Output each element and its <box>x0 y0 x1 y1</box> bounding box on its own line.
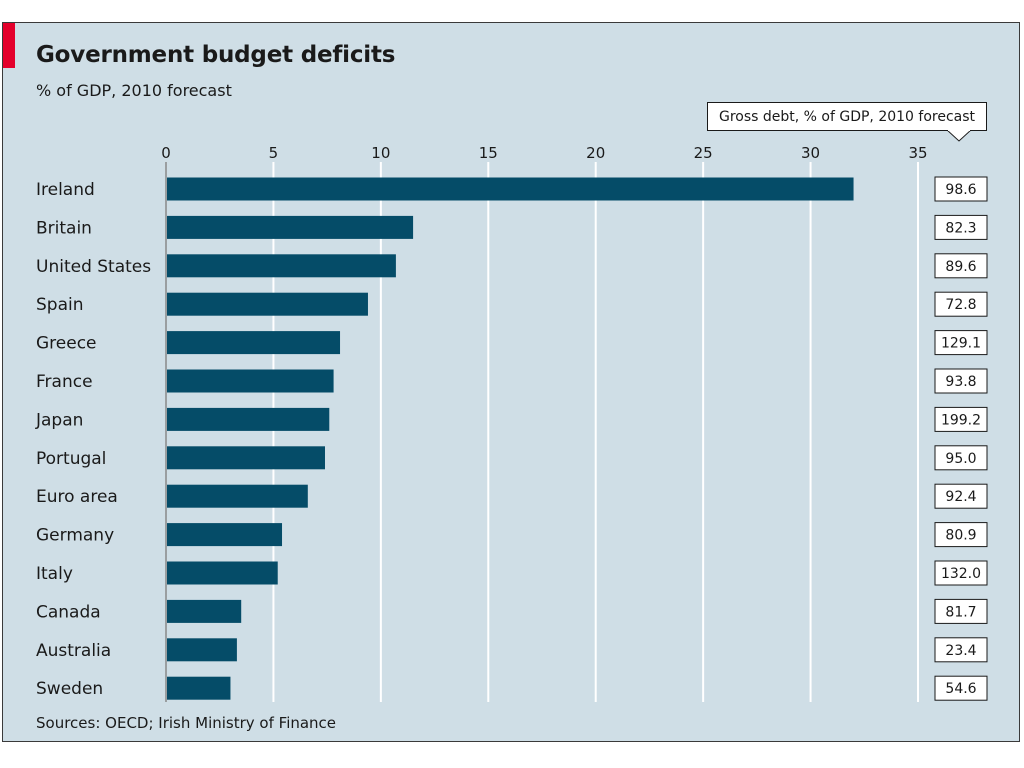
category-label: Ireland <box>36 180 95 200</box>
x-tick-label: 15 <box>479 144 498 162</box>
gross-debt-value: 98.6 <box>945 182 976 198</box>
gross-debt-value: 23.4 <box>945 643 976 659</box>
gross-debt-value: 132.0 <box>941 566 981 582</box>
x-tick-label: 25 <box>694 144 713 162</box>
category-label: United States <box>36 257 151 277</box>
gross-debt-value: 199.2 <box>941 412 981 428</box>
source-note: Sources: OECD; Irish Ministry of Finance <box>36 714 337 732</box>
category-label: Portugal <box>36 449 106 469</box>
bar-euro-area <box>167 484 308 508</box>
bar-japan <box>167 407 330 431</box>
gross-debt-value: 129.1 <box>941 336 981 352</box>
gross-debt-box <box>934 675 988 701</box>
gross-debt-box <box>934 445 988 471</box>
bar-britain <box>167 215 414 239</box>
gross-debt-box <box>934 560 988 586</box>
gross-debt-box <box>934 406 988 432</box>
gross-debt-value: 81.7 <box>945 604 976 620</box>
debt-header-pointer <box>947 130 971 142</box>
bar-portugal <box>167 446 325 470</box>
gross-debt-value: 72.8 <box>945 297 976 313</box>
gross-debt-box <box>934 483 988 509</box>
bar-spain <box>167 292 368 316</box>
gross-debt-box <box>934 214 988 240</box>
bar-canada <box>167 599 242 623</box>
gross-debt-value: 93.8 <box>945 374 976 390</box>
gridlines <box>165 162 919 702</box>
category-label: France <box>36 372 93 392</box>
bar-greece <box>167 331 341 355</box>
gross-debt-box <box>934 522 988 548</box>
gross-debt-box <box>934 598 988 624</box>
category-label: Canada <box>36 602 101 622</box>
bar-sweden <box>167 676 231 700</box>
category-label: Germany <box>36 526 114 546</box>
category-label: Spain <box>36 295 84 315</box>
gross-debt-box <box>934 330 988 356</box>
x-tick-label: 0 <box>161 144 171 162</box>
bar-germany <box>167 523 283 547</box>
category-label: Britain <box>36 218 92 238</box>
category-label: Japan <box>35 410 83 430</box>
bar-france <box>167 369 334 393</box>
gross-debt-value: 82.3 <box>945 220 976 236</box>
gross-debt-value: 95.0 <box>945 451 976 467</box>
gross-debt-box <box>934 291 988 317</box>
x-tick-label: 30 <box>801 144 820 162</box>
gross-debt-box <box>934 368 988 394</box>
gross-debt-column-header: Gross debt, % of GDP, 2010 forecast <box>707 102 987 131</box>
bar-australia <box>167 638 237 662</box>
bar-united-states <box>167 254 396 278</box>
gross-debt-value: 89.6 <box>945 259 976 275</box>
chart-title: Government budget deficits <box>36 42 396 68</box>
gross-debt-value: 80.9 <box>945 528 976 544</box>
gross-debt-value: 54.6 <box>945 681 976 697</box>
category-label: Euro area <box>36 487 118 507</box>
bar-italy <box>167 561 278 585</box>
category-label: Sweden <box>36 679 103 699</box>
category-label: Australia <box>36 641 111 661</box>
x-tick-labels: 0 5 10 15 20 25 30 35 <box>161 144 927 162</box>
x-tick-label: 5 <box>269 144 279 162</box>
category-label: Greece <box>36 334 97 354</box>
gross-debt-box <box>934 253 988 279</box>
category-labels: Ireland Britain United States Spain Greece Fr… <box>35 180 151 699</box>
gross-debt-value: 92.4 <box>945 489 976 505</box>
accent-bar <box>3 23 15 68</box>
x-tick-label: 10 <box>371 144 390 162</box>
category-label: Italy <box>36 564 73 584</box>
bars <box>167 177 854 700</box>
x-tick-label: 35 <box>908 144 927 162</box>
bar-ireland <box>167 177 854 201</box>
chart-subtitle: % of GDP, 2010 forecast <box>36 81 232 100</box>
gross-debt-boxes: 98.6 82.3 89.6 72.8 129.1 93.8 199.2 95.0 92.4 80… <box>934 176 988 701</box>
gross-debt-box <box>934 637 988 663</box>
gross-debt-box <box>934 176 988 202</box>
x-tick-label: 20 <box>586 144 605 162</box>
